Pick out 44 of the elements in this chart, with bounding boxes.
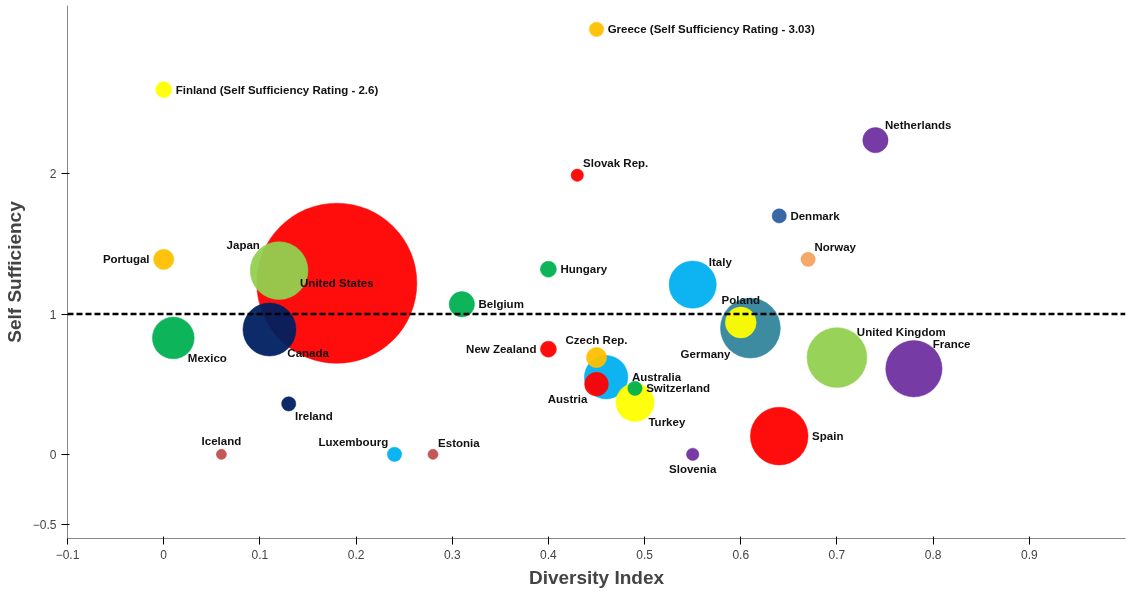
y-tick-label: −0.5	[32, 517, 57, 532]
annotation: Austria	[547, 393, 588, 406]
annotation: Mexico	[187, 352, 227, 365]
x-tick-label: 0	[160, 547, 168, 562]
x-axis-title: Diversity Index	[528, 566, 665, 588]
annotation: Hungary	[560, 263, 608, 276]
y-axis-title: Self Sufficiency	[3, 200, 25, 343]
annotation: New Zealand	[466, 343, 537, 356]
annotation: Greece (Self Sufficiency Rating - 3.03)	[607, 23, 815, 36]
annotation: Netherlands	[885, 118, 952, 131]
x-tick-label: 0.1	[251, 547, 269, 562]
annotation: Denmark	[790, 209, 841, 222]
annotation: Spain	[812, 430, 844, 443]
y-tick-label: 1	[49, 307, 57, 322]
y-tick-label: 0	[49, 447, 57, 462]
x-tick-label: 0.2	[347, 547, 365, 562]
x-tick-label: 0.4	[540, 547, 558, 562]
annotation: Turkey	[648, 415, 686, 428]
annotation: Slovenia	[669, 462, 717, 475]
annotation: Italy	[708, 256, 733, 269]
x-tick-label: −0.1	[55, 547, 80, 562]
x-tick-label: 0.8	[924, 547, 942, 562]
annotation: Iceland	[201, 435, 242, 448]
x-tick-label: 0.5	[636, 547, 654, 562]
annotation: Finland (Self Sufficiency Rating - 2.6)	[175, 83, 379, 96]
annotation: Japan	[226, 239, 260, 252]
annotation: Germany	[680, 348, 732, 361]
x-tick-label: 0.9	[1020, 547, 1038, 562]
annotation: Australia	[631, 371, 682, 384]
annotation: Norway	[814, 241, 857, 254]
annotation: Portugal	[102, 253, 150, 266]
annotation: Switzerland	[646, 382, 711, 395]
annotation: Slovak Rep.	[583, 157, 649, 170]
annotation: Estonia	[438, 437, 481, 450]
x-tick-label: 0.7	[828, 547, 846, 562]
annotation: Ireland	[295, 410, 333, 423]
y-tick-label: 2	[49, 167, 57, 182]
annotation: Luxembourg	[318, 435, 389, 448]
annotation: United Kingdom	[856, 325, 946, 338]
annotation: Czech Rep.	[565, 333, 628, 346]
x-tick-label: 0.3	[443, 547, 461, 562]
annotation: France	[932, 337, 971, 350]
x-tick-label: 0.6	[732, 547, 750, 562]
annotation: Belgium	[478, 298, 524, 311]
